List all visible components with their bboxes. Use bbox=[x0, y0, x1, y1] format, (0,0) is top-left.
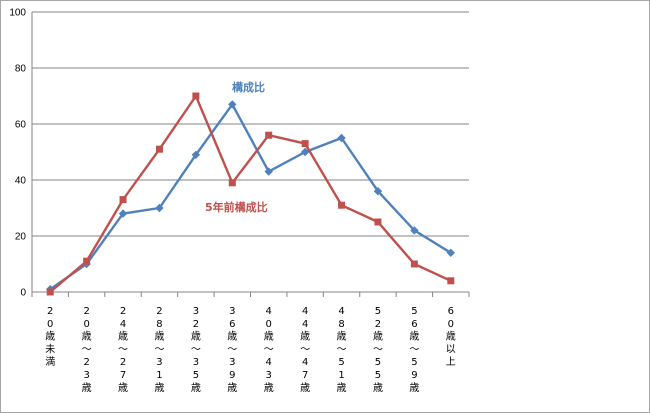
series-layer bbox=[46, 92, 455, 296]
data-point bbox=[410, 226, 419, 235]
x-category-label: 3 6 歳〜 3 9 歳 bbox=[227, 306, 237, 394]
x-category-label: 4 0 歳〜 4 3 歳 bbox=[264, 306, 274, 394]
series-label: 5年前構成比 bbox=[205, 200, 268, 214]
data-point bbox=[191, 150, 201, 159]
data-point bbox=[447, 277, 455, 285]
x-category-label: 2 0 歳〜 2 3 歳 bbox=[82, 306, 92, 394]
series-0 bbox=[46, 100, 455, 294]
x-category-label: 4 4 歳〜 4 7 歳 bbox=[300, 306, 310, 394]
y-tick-label: 40 bbox=[15, 176, 27, 187]
data-point bbox=[265, 131, 273, 139]
data-point bbox=[46, 288, 54, 296]
data-point bbox=[228, 100, 237, 109]
gridlines bbox=[32, 11, 469, 237]
y-tick-label: 80 bbox=[15, 64, 27, 75]
x-category-label: 3 2 歳〜 3 5 歳 bbox=[191, 306, 201, 394]
axes bbox=[31, 12, 470, 297]
data-point bbox=[228, 179, 236, 187]
x-category-label: 2 0 歳未満 bbox=[45, 306, 55, 368]
y-tick-label: 20 bbox=[15, 232, 27, 243]
data-point bbox=[155, 145, 163, 153]
series-label: 構成比 bbox=[232, 80, 265, 94]
data-point bbox=[446, 248, 455, 257]
x-category-label: 2 4 歳〜 2 7 歳 bbox=[118, 306, 128, 394]
series-1 bbox=[46, 92, 455, 296]
data-point bbox=[264, 167, 273, 176]
data-point bbox=[410, 260, 418, 268]
data-point bbox=[338, 201, 346, 209]
y-tick-label: 0 bbox=[20, 288, 26, 299]
x-category-label: 5 6 歳〜 5 9 歳 bbox=[409, 306, 419, 394]
data-point bbox=[192, 92, 200, 100]
series-line bbox=[49, 94, 452, 293]
x-category-label: 5 2 歳〜 5 5 歳 bbox=[373, 306, 383, 394]
data-point bbox=[155, 203, 164, 213]
series-labels: 構成比 5年前構成比 bbox=[205, 80, 268, 214]
data-point bbox=[373, 187, 383, 196]
data-point bbox=[118, 209, 128, 218]
y-tick-label: 100 bbox=[9, 8, 26, 19]
x-category-label: 2 8 歳〜 3 1 歳 bbox=[154, 306, 164, 394]
data-point bbox=[119, 196, 127, 204]
data-point bbox=[301, 140, 309, 148]
y-axis-tick-labels: 0 20 40 60 80 100 bbox=[9, 8, 26, 299]
x-category-label: 4 8 歳〜 5 1 歳 bbox=[337, 306, 347, 394]
data-point bbox=[83, 257, 91, 265]
data-point bbox=[374, 218, 382, 226]
data-point bbox=[337, 133, 346, 143]
data-point bbox=[300, 147, 310, 157]
y-tick-label: 60 bbox=[15, 120, 27, 131]
x-axis-category-labels: 2 0 歳未満 2 0 歳〜 2 3 歳 2 4 歳〜 2 7 歳 2 8 歳〜 3 1 歳 3 2 歳〜 3 5 歳 3 6 歳〜 3 9 歳… bbox=[45, 306, 456, 394]
x-category-label: 6 0 歳以上 bbox=[446, 306, 456, 368]
series-line bbox=[49, 103, 452, 291]
